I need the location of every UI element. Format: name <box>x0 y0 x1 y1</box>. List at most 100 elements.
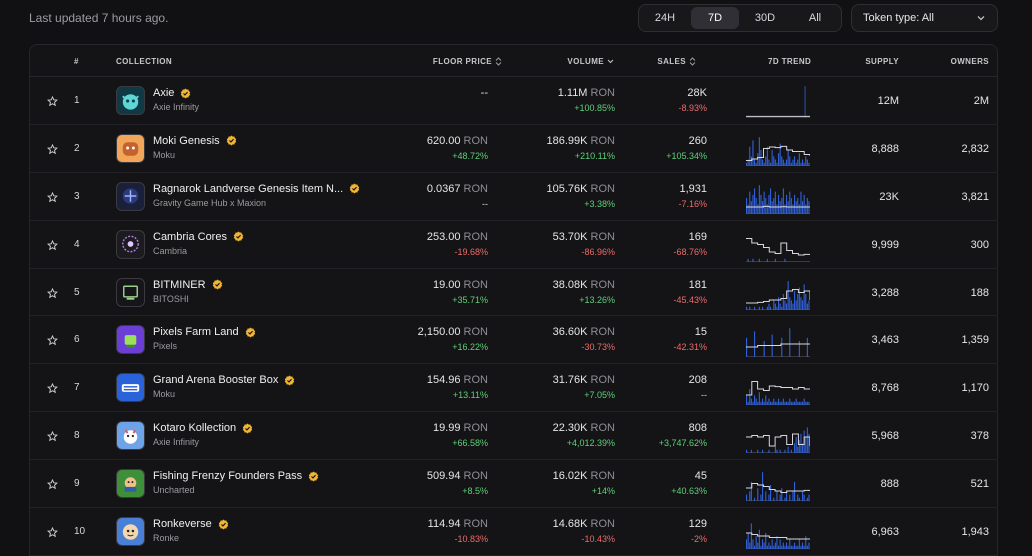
table-row[interactable]: 6 Pixels Farm Land Pixels 2,150.00 RON +16.2… <box>30 316 997 365</box>
owners-value: 1,170 <box>961 382 989 395</box>
collection-info[interactable]: BITMINER BITOSHI <box>153 279 363 304</box>
volume-cell: 14.68K RON -10.43% <box>495 518 615 544</box>
table-row[interactable]: 7 Grand Arena Booster Box Moku 154.96 RON +1… <box>30 364 997 413</box>
star-icon[interactable] <box>47 239 58 251</box>
ronke-logo-icon[interactable] <box>116 517 145 547</box>
star-icon[interactable] <box>47 96 58 107</box>
collection-creator: Axie Infinity <box>153 102 200 112</box>
trend-bar <box>808 434 810 454</box>
table-row[interactable]: 5 BITMINER BITOSHI 19.00 RON +35.71% 38.08K R… <box>30 269 997 317</box>
star-icon[interactable] <box>47 335 58 346</box>
moki-logo-icon[interactable] <box>116 133 145 163</box>
token-type-select[interactable]: Token type: All <box>851 4 998 32</box>
sales-value: 129 <box>688 518 707 531</box>
collection-info[interactable]: Ragnarok Landverse Genesis Item N... Grav… <box>153 183 363 208</box>
collection-info[interactable]: Cambria Cores Cambria <box>153 231 363 256</box>
trend-bar <box>749 542 751 550</box>
trend-bar <box>755 398 757 406</box>
collection-name[interactable]: Ronkeverse <box>153 518 212 531</box>
floor-price-cell: 114.94 RON -10.83% <box>368 518 488 544</box>
trend-bar <box>792 303 794 310</box>
ragnarok-logo-icon[interactable] <box>116 181 145 211</box>
supply-value: 3,463 <box>871 334 899 347</box>
trend-bar <box>752 258 754 262</box>
kotaro-logo-icon[interactable] <box>116 421 145 451</box>
axie-logo-icon[interactable] <box>116 86 145 115</box>
bitminer-logo-icon[interactable] <box>116 277 145 307</box>
table-row[interactable]: 1 Axie Axie Infinity -- 1.11M RON +100.85% 28… <box>30 77 997 125</box>
table-row[interactable]: 2 Moki Genesis Moku 620.00 RON +48.72% 186.99… <box>30 125 997 173</box>
period-button-all[interactable]: All <box>808 12 822 24</box>
volume-value: 186.99K <box>546 134 588 147</box>
trend-bar <box>782 159 784 166</box>
trend-chart <box>746 237 811 262</box>
collection-info[interactable]: Fishing Frenzy Founders Pass Uncharted <box>153 470 363 495</box>
trend-bar <box>778 296 780 310</box>
sales-change: +3,747.62% <box>658 438 707 449</box>
trend-bar <box>750 481 752 502</box>
collection-name[interactable]: Moki Genesis <box>153 134 220 147</box>
trend-bar <box>779 539 781 550</box>
trend-chart <box>746 86 810 118</box>
trend-bar <box>792 402 794 406</box>
period-button-7d[interactable]: 7D <box>691 7 739 29</box>
header-volume[interactable]: VOLUME <box>494 57 614 66</box>
collection-creator: Gravity Game Hub x Maxion <box>153 197 267 208</box>
collection-info[interactable]: Axie Axie Infinity <box>153 87 363 112</box>
header-sales[interactable]: SALES <box>576 57 696 66</box>
collection-name[interactable]: Pixels Farm Land <box>153 326 239 339</box>
volume-change: +13.26% <box>579 294 615 305</box>
star-icon[interactable] <box>47 383 58 394</box>
table-row[interactable]: 10 Ronkeverse Ronke 114.94 RON -10.83% 14.68K… <box>30 508 997 556</box>
collection-info[interactable]: Kotaro Kollection Axie Infinity <box>153 422 363 447</box>
trend-bar <box>795 398 797 406</box>
supply-value: 5,968 <box>871 430 899 443</box>
sales-change: -68.76% <box>673 246 707 257</box>
header-floor-price[interactable]: FLOOR PRICE <box>382 57 502 66</box>
collection-info[interactable]: Pixels Farm Land Pixels <box>153 326 363 351</box>
fishing-frenzy-logo-icon[interactable] <box>116 469 145 499</box>
trend-cell <box>746 228 811 262</box>
sales-cell: 808 +3,747.62% <box>587 422 707 448</box>
star-icon[interactable] <box>47 191 58 203</box>
trend-bar <box>754 395 756 406</box>
table-row[interactable]: 4 Cambria Cores Cambria 253.00 RON -19.68% 53… <box>30 221 997 269</box>
star-icon[interactable] <box>47 479 58 490</box>
collection-info[interactable]: Ronkeverse Ronke <box>153 518 363 543</box>
table-row[interactable]: 9 Fishing Frenzy Founders Pass Uncharted 50… <box>30 460 997 509</box>
pixels-logo-icon[interactable] <box>116 325 145 355</box>
collection-name[interactable]: Grand Arena Booster Box <box>153 374 279 387</box>
star-icon[interactable] <box>47 143 58 155</box>
volume-change: +3.38% <box>584 198 615 209</box>
collection-name[interactable]: Ragnarok Landverse Genesis Item N... <box>153 182 344 195</box>
star-icon[interactable] <box>47 431 58 442</box>
collection-name[interactable]: Fishing Frenzy Founders Pass <box>153 470 303 483</box>
star-icon[interactable] <box>47 527 58 538</box>
period-button-24h[interactable]: 24H <box>654 12 676 24</box>
header-floor-price-label: FLOOR PRICE <box>432 57 492 66</box>
trend-bar <box>781 545 783 550</box>
collection-name[interactable]: BITMINER <box>153 278 206 291</box>
collection-name[interactable]: Axie <box>153 87 175 99</box>
volume-cell: 53.70K RON -86.96% <box>495 231 615 257</box>
sales-change: -8.93% <box>678 103 707 113</box>
trend-bar <box>749 146 751 166</box>
verified-badge-icon <box>233 231 244 242</box>
trend-bar <box>781 402 783 406</box>
trend-bar <box>806 402 808 406</box>
collection-info[interactable]: Moki Genesis Moku <box>153 135 363 160</box>
star-icon[interactable] <box>47 287 58 299</box>
grand-arena-logo-icon[interactable] <box>116 373 145 403</box>
cambria-logo-icon[interactable] <box>116 229 145 259</box>
collection-name[interactable]: Cambria Cores <box>153 230 227 243</box>
period-button-30d[interactable]: 30D <box>754 12 776 24</box>
collection-name[interactable]: Kotaro Kollection <box>153 422 237 435</box>
owners-value: 1,359 <box>961 334 989 347</box>
table-row[interactable]: 3 Ragnarok Landverse Genesis Item N... Gra… <box>30 173 997 221</box>
table-row[interactable]: 8 Kotaro Kollection Axie Infinity 19.99 RON… <box>30 412 997 461</box>
trend-chart <box>746 523 810 550</box>
table-header: # COLLECTION FLOOR PRICE VOLUME SALES 7D… <box>30 45 997 77</box>
floor-price-cell: 620.00 RON +48.72% <box>368 135 488 161</box>
trend-bar <box>798 440 800 454</box>
collection-info[interactable]: Grand Arena Booster Box Moku <box>153 374 363 399</box>
